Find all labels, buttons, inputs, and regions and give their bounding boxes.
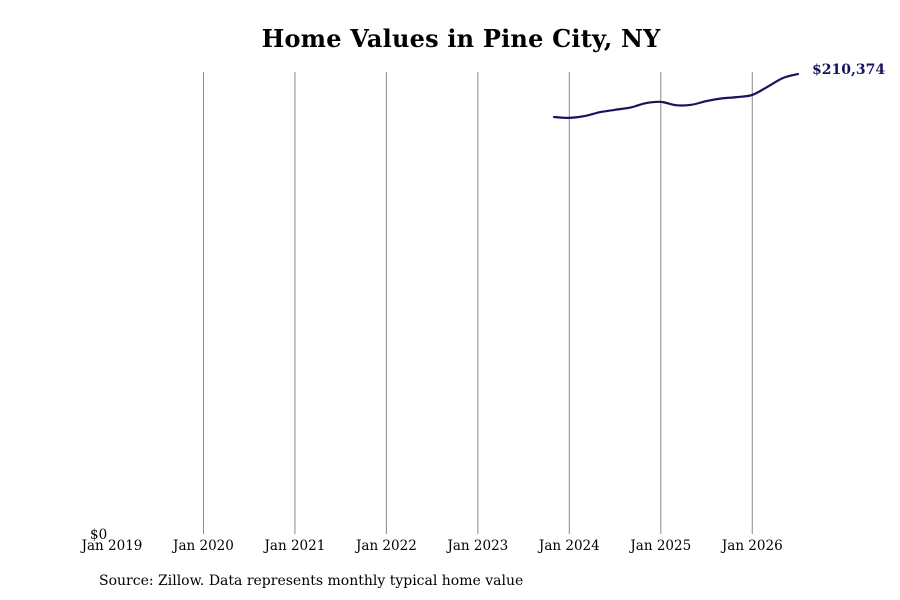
x-tick-label: Jan 2019	[80, 538, 143, 554]
x-tick-label: Jan 2026	[720, 538, 783, 554]
chart-title: Home Values in Pine City, NY	[261, 24, 661, 53]
latest-value-label: $210,374	[812, 62, 885, 78]
x-tick-label: Jan 2020	[171, 538, 234, 554]
axis-tick-labels: Jan 2019 Jan 2020 Jan 2021 Jan 2022 Jan 2023…	[80, 527, 783, 554]
x-tick-label: Jan 2021	[263, 538, 326, 554]
source-note: Source: Zillow. Data represents monthly …	[99, 573, 524, 589]
y-tick-label: $0	[90, 527, 107, 543]
home-value-series-line	[553, 72, 800, 120]
x-tick-label: Jan 2025	[628, 538, 691, 554]
x-tick-label: Jan 2024	[537, 538, 600, 554]
x-tick-label: Jan 2022	[354, 538, 417, 554]
grid-lines	[202, 72, 753, 534]
x-tick-label: Jan 2023	[445, 538, 508, 554]
